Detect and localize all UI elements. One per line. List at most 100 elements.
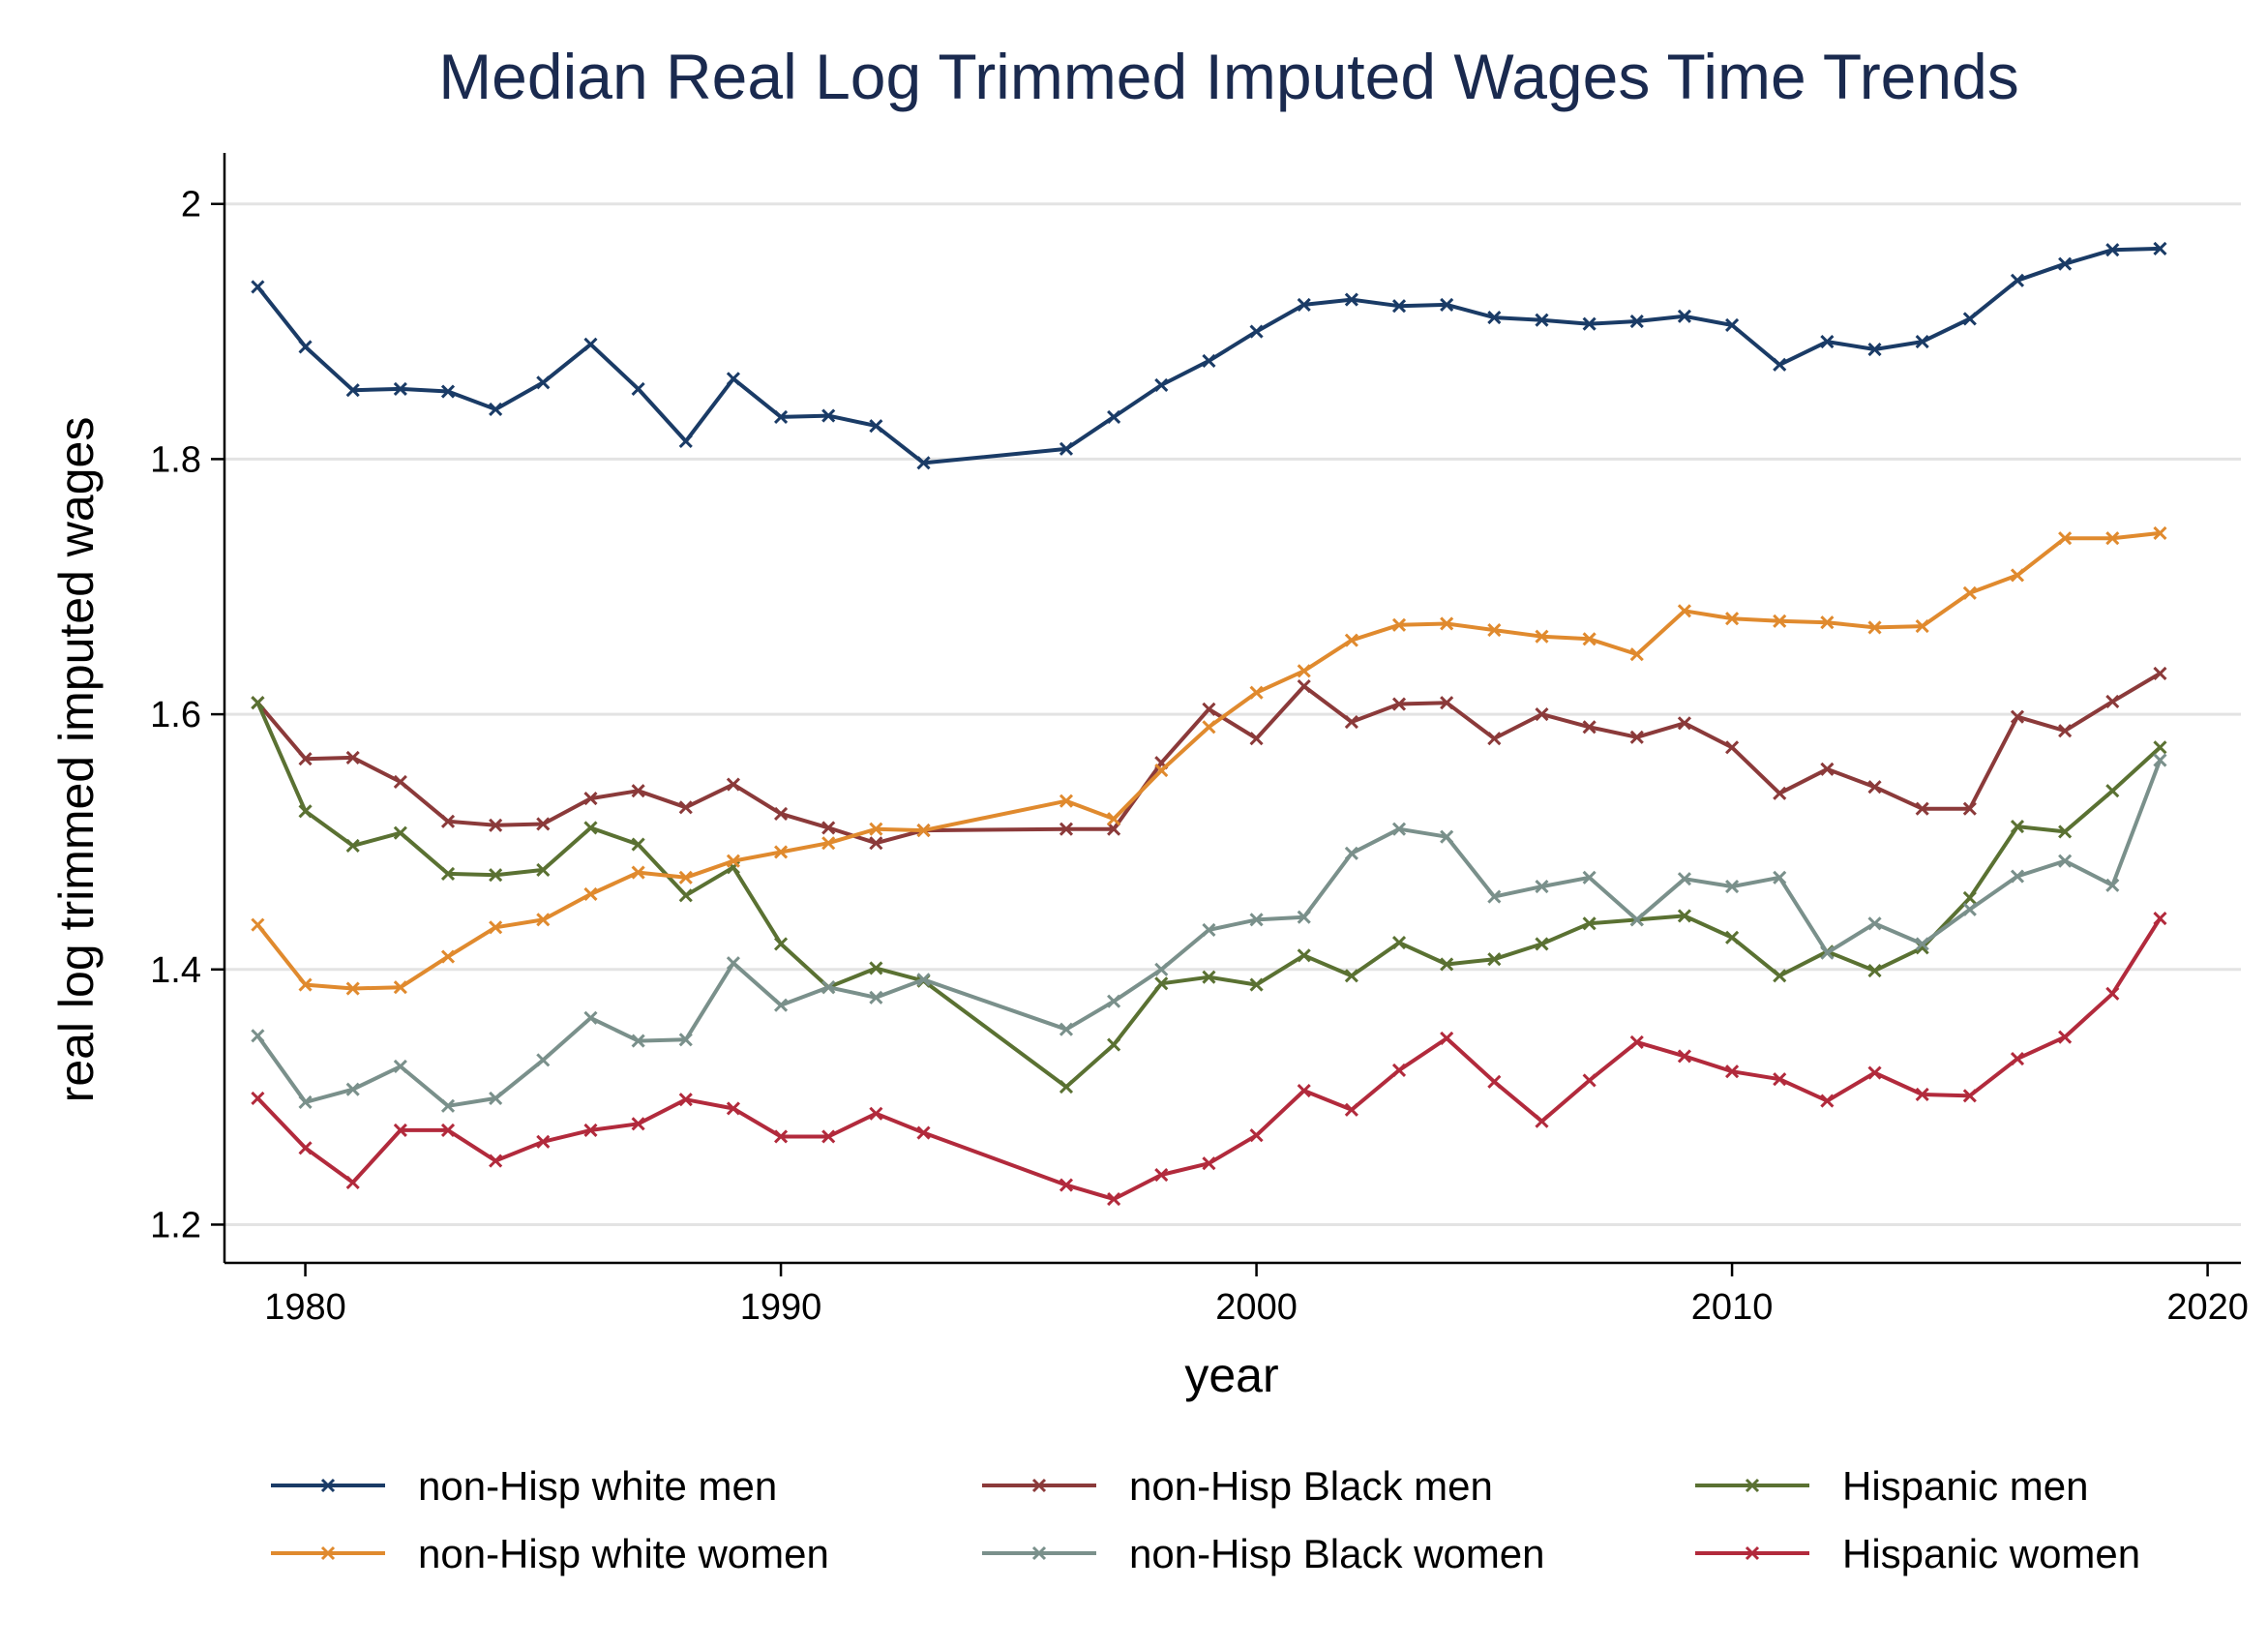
legend-label: Hispanic women xyxy=(1842,1531,2140,1576)
data-point xyxy=(2105,986,2120,1001)
data-point xyxy=(916,1125,931,1140)
data-point xyxy=(821,980,836,995)
data-point xyxy=(631,1034,645,1048)
data-point xyxy=(1487,1074,1502,1089)
data-point xyxy=(1487,952,1502,967)
legend-label: non-Hisp white women xyxy=(418,1531,829,1576)
data-point xyxy=(393,980,407,995)
data-point xyxy=(298,804,313,819)
data-point xyxy=(1249,732,1264,746)
x-tick-label: 2010 xyxy=(1691,1287,1774,1328)
data-point xyxy=(1344,969,1358,983)
data-point xyxy=(440,1098,456,1113)
data-point xyxy=(440,384,456,399)
series-line xyxy=(255,702,2162,1090)
data-point xyxy=(2153,740,2167,755)
data-point xyxy=(1629,730,1644,744)
data-point xyxy=(2010,820,2025,834)
data-point xyxy=(536,913,551,927)
series-line xyxy=(255,759,2163,1108)
data-point xyxy=(1059,1079,1074,1094)
legend-label: Hispanic men xyxy=(1842,1463,2088,1509)
legend-item: non-Hisp Black men xyxy=(982,1463,1493,1509)
data-point xyxy=(1725,740,1740,755)
data-point xyxy=(1249,1128,1264,1143)
data-point xyxy=(726,854,740,868)
data-point xyxy=(1582,720,1597,735)
data-point xyxy=(1440,616,1454,631)
data-point xyxy=(1867,916,1882,931)
data-point xyxy=(583,1010,598,1025)
data-point xyxy=(1391,617,1407,632)
data-point xyxy=(1107,409,1121,424)
data-point xyxy=(1535,707,1549,722)
x-tick-label: 1990 xyxy=(740,1287,822,1328)
data-point xyxy=(821,821,836,835)
data-point xyxy=(1725,612,1740,626)
legend-marker xyxy=(320,1545,336,1561)
data-point xyxy=(1535,313,1549,327)
data-point xyxy=(1820,335,1835,349)
data-point xyxy=(440,866,456,881)
data-point xyxy=(1773,357,1787,372)
data-point xyxy=(1725,317,1740,333)
data-point xyxy=(1677,909,1691,923)
data-point xyxy=(869,990,883,1004)
data-point xyxy=(1391,697,1407,711)
data-point xyxy=(1677,604,1691,618)
data-point xyxy=(1629,913,1644,927)
data-point xyxy=(2010,568,2025,583)
data-point xyxy=(1725,880,1740,894)
data-point xyxy=(2153,911,2167,926)
data-point xyxy=(345,383,360,398)
data-point xyxy=(869,961,883,975)
data-point xyxy=(1059,794,1074,808)
data-point xyxy=(631,1117,645,1131)
ticks: 1.2 1.4 1.6 1.8 2 1980 1990 2000 2010 2020 xyxy=(150,185,2249,1328)
data-point xyxy=(1440,696,1454,710)
data-point xyxy=(774,409,789,424)
data-point xyxy=(1107,994,1121,1008)
data-point xyxy=(298,752,313,766)
series-layer xyxy=(251,241,2167,1207)
data-point xyxy=(1915,619,1929,634)
data-point xyxy=(1867,342,1882,357)
data-point xyxy=(1535,937,1549,951)
legend-item: Hispanic women xyxy=(1695,1531,2140,1576)
data-point xyxy=(1582,916,1597,931)
data-point xyxy=(536,1134,551,1149)
data-point xyxy=(1059,822,1074,836)
data-point xyxy=(726,372,740,386)
data-point xyxy=(1582,870,1597,884)
data-point xyxy=(2105,784,2120,798)
data-point xyxy=(1059,441,1074,456)
data-point xyxy=(583,1123,598,1137)
legend-marker xyxy=(1745,1478,1760,1493)
data-point xyxy=(678,1033,693,1047)
data-point xyxy=(2105,694,2120,708)
data-point xyxy=(583,821,598,835)
data-point xyxy=(1962,1089,1977,1103)
data-point xyxy=(1867,620,1882,635)
data-point xyxy=(251,1091,265,1105)
data-point xyxy=(2010,869,2025,884)
data-point xyxy=(1440,1031,1454,1046)
data-point xyxy=(1487,732,1502,746)
data-point xyxy=(345,838,360,853)
data-point xyxy=(1391,1063,1407,1077)
data-point xyxy=(1059,1022,1074,1036)
data-point xyxy=(916,973,931,987)
data-point xyxy=(1773,614,1787,628)
series-2 xyxy=(251,696,2167,1094)
data-point xyxy=(2010,273,2025,287)
legend-marker xyxy=(1031,1545,1047,1561)
data-point xyxy=(1107,812,1121,826)
data-point xyxy=(1202,720,1216,735)
y-tick-label: 2 xyxy=(181,185,201,225)
data-point xyxy=(583,886,598,902)
data-point xyxy=(298,1141,313,1155)
data-point xyxy=(536,375,551,390)
data-point xyxy=(1297,679,1311,694)
data-point xyxy=(1962,801,1977,816)
data-point xyxy=(1773,786,1787,800)
